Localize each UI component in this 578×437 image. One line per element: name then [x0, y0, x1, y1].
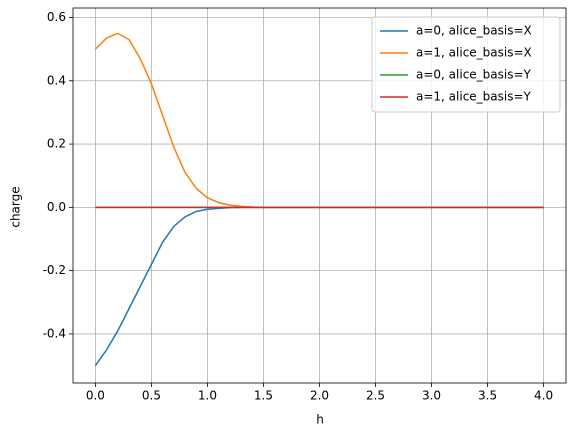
y-tick-label: 0.4 [47, 73, 66, 87]
x-tick-label: 2.0 [310, 389, 329, 403]
legend-label: a=1, alice_basis=Y [416, 90, 532, 104]
y-tick-label: -0.2 [43, 263, 66, 277]
plot-frame [72, 7, 567, 384]
y-tick-label: 0.2 [47, 137, 66, 151]
x-tick-label: 1.5 [254, 389, 273, 403]
y-tick-label: 0.0 [47, 200, 66, 214]
legend-label: a=1, alice_basis=X [416, 46, 532, 60]
legend-label: a=0, alice_basis=Y [416, 68, 532, 82]
legend-box [371, 16, 561, 113]
y-tick-label: 0.6 [47, 10, 66, 24]
x-tick-label: 2.5 [366, 389, 385, 403]
y-tick-label: -0.4 [43, 326, 66, 340]
x-tick-label: 0.5 [142, 389, 161, 403]
legend-label: a=0, alice_basis=X [416, 24, 532, 38]
x-tick-label: 1.0 [198, 389, 217, 403]
x-tick-label: 4.0 [534, 389, 553, 403]
y-axis-label: charge [9, 186, 23, 227]
x-tick-label: 3.5 [478, 389, 497, 403]
x-tick-label: 0.0 [86, 389, 105, 403]
x-axis-label: h [316, 413, 324, 427]
x-tick-label: 3.0 [422, 389, 441, 403]
